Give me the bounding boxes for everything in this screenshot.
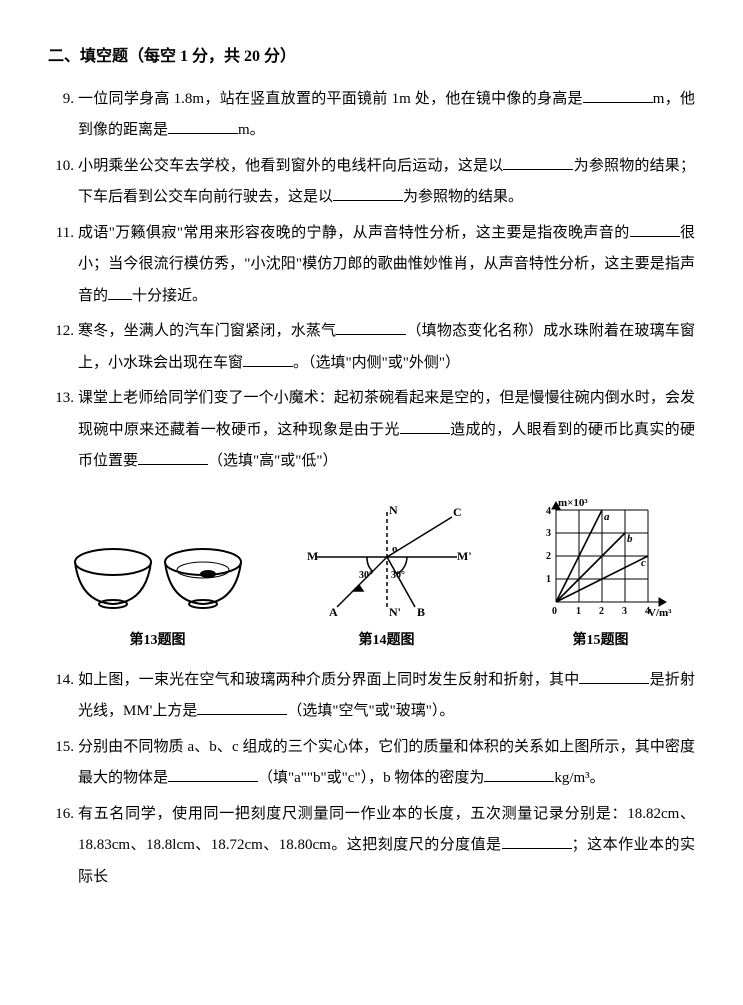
qnum: 12. xyxy=(48,316,78,379)
text: 小明乘坐公交车去学校，他看到窗外的电线杆向后运动，这是以 xyxy=(78,158,503,174)
fig-caption: 第14题图 xyxy=(297,626,477,655)
label-A: A xyxy=(329,605,338,619)
label-o: o xyxy=(392,543,398,555)
question-14: 14. 如上图，一束光在空气和玻璃两种介质分界面上同时发生反射和折射，其中是折射… xyxy=(48,665,695,728)
blank xyxy=(502,833,572,849)
qbody: 寒冬，坐满人的汽车门窗紧闭，水蒸气（填物态变化名称）成水珠附着在玻璃车窗上，小水… xyxy=(78,316,695,379)
text: （选填"空气"或"玻璃"）。 xyxy=(287,703,454,719)
text: 一位同学身高 1.8m，站在竖直放置的平面镜前 1m 处，他在镜中像的身高是 xyxy=(78,91,583,107)
blank xyxy=(138,449,208,465)
question-13: 13. 课堂上老师给同学们变了一个小魔术：起初茶碗看起来是空的，但是慢慢往碗内倒… xyxy=(48,383,695,478)
blank xyxy=(484,766,554,782)
qnum: 14. xyxy=(48,665,78,728)
figure-13: 第13题图 xyxy=(68,522,248,655)
qnum: 11. xyxy=(48,218,78,313)
xt3: 3 xyxy=(622,606,627,617)
label-N: N xyxy=(389,503,398,517)
qbody: 一位同学身高 1.8m，站在竖直放置的平面镜前 1m 处，他在镜中像的身高是m，… xyxy=(78,84,695,147)
ylabel: m×10³ xyxy=(558,497,588,509)
qnum: 13. xyxy=(48,383,78,478)
qnum: 9. xyxy=(48,84,78,147)
bowls-svg xyxy=(68,522,248,622)
label-Np: N' xyxy=(389,605,401,619)
blank xyxy=(400,418,450,434)
question-10: 10. 小明乘坐公交车去学校，他看到窗外的电线杆向后运动，这是以为参照物的结果；… xyxy=(48,151,695,214)
text: 成语"万籁俱寂"常用来形容夜晚的宁静，从声音特性分析，这主要是指夜晚声音的 xyxy=(78,225,630,241)
label-30b: 30° xyxy=(391,570,405,581)
yt3: 3 xyxy=(546,528,551,539)
qbody: 有五名同学，使用同一把刻度尺测量同一作业本的长度，五次测量记录分别是：18.82… xyxy=(78,799,695,894)
figure-15: m×10³ V/m³ a b c 0 1 2 3 4 1 2 3 4 第15题图 xyxy=(526,492,676,655)
question-11: 11. 成语"万籁俱寂"常用来形容夜晚的宁静，从声音特性分析，这主要是指夜晚声音… xyxy=(48,218,695,313)
blank xyxy=(579,668,649,684)
xt4: 4 xyxy=(645,606,650,617)
label-C: C xyxy=(453,505,462,519)
line-a: a xyxy=(604,511,610,523)
qnum: 15. xyxy=(48,732,78,795)
blank xyxy=(336,319,406,335)
label-M: M xyxy=(307,549,318,563)
yt4: 4 xyxy=(546,506,551,517)
figure-14: N N' M M' A B C o 30° 30° 第14题图 xyxy=(297,502,477,655)
label-Mp: M' xyxy=(457,549,472,563)
blank xyxy=(197,699,287,715)
xlabel: V/m³ xyxy=(648,607,672,619)
question-9: 9. 一位同学身高 1.8m，站在竖直放置的平面镜前 1m 处，他在镜中像的身高… xyxy=(48,84,695,147)
text: m。 xyxy=(238,122,265,138)
question-15: 15. 分别由不同物质 a、b、c 组成的三个实心体，它们的质量和体积的关系如上… xyxy=(48,732,695,795)
line-c: c xyxy=(641,557,646,569)
qbody: 课堂上老师给同学们变了一个小魔术：起初茶碗看起来是空的，但是慢慢往碗内倒水时，会… xyxy=(78,383,695,478)
xt0: 0 xyxy=(552,606,557,617)
label-B: B xyxy=(417,605,425,619)
blank xyxy=(108,284,132,300)
text: 十分接近。 xyxy=(132,288,207,304)
question-16: 16. 有五名同学，使用同一把刻度尺测量同一作业本的长度，五次测量记录分别是：1… xyxy=(48,799,695,894)
text: （选填"高"或"低"） xyxy=(208,453,338,469)
section-title: 二、填空题（每空 1 分，共 20 分） xyxy=(48,40,695,74)
qbody: 分别由不同物质 a、b、c 组成的三个实心体，它们的质量和体积的关系如上图所示，… xyxy=(78,732,695,795)
text: （填"a""b"或"c"），b 物体的密度为 xyxy=(258,770,484,786)
qnum: 10. xyxy=(48,151,78,214)
line-b: b xyxy=(627,533,633,545)
qbody: 成语"万籁俱寂"常用来形容夜晚的宁静，从声音特性分析，这主要是指夜晚声音的很小；… xyxy=(78,218,695,313)
blank xyxy=(630,221,680,237)
blank xyxy=(503,154,573,170)
yt2: 2 xyxy=(546,551,551,562)
fig-caption: 第13题图 xyxy=(68,626,248,655)
text: 如上图，一束光在空气和玻璃两种介质分界面上同时发生反射和折射，其中 xyxy=(78,672,579,688)
yt1: 1 xyxy=(546,574,551,585)
text: kg/m³。 xyxy=(554,770,604,786)
qbody: 小明乘坐公交车去学校，他看到窗外的电线杆向后运动，这是以为参照物的结果；下车后看… xyxy=(78,151,695,214)
text: 为参照物的结果。 xyxy=(403,189,523,205)
text: 。（选填"内侧"或"外侧"） xyxy=(293,355,460,371)
blank xyxy=(168,118,238,134)
blank xyxy=(168,766,258,782)
xt2: 2 xyxy=(599,606,604,617)
qnum: 16. xyxy=(48,799,78,894)
graph-svg: m×10³ V/m³ a b c 0 1 2 3 4 1 2 3 4 xyxy=(526,492,676,622)
ray-svg: N N' M M' A B C o 30° 30° xyxy=(297,502,477,622)
label-30a: 30° xyxy=(359,570,373,581)
qbody: 如上图，一束光在空气和玻璃两种介质分界面上同时发生反射和折射，其中是折射光线，M… xyxy=(78,665,695,728)
blank xyxy=(333,185,403,201)
text: 寒冬，坐满人的汽车门窗紧闭，水蒸气 xyxy=(78,323,336,339)
blank xyxy=(243,351,293,367)
figure-row: 第13题图 N N' M M' A B C o 30° 30° xyxy=(48,492,695,655)
xt1: 1 xyxy=(576,606,581,617)
fig-caption: 第15题图 xyxy=(526,626,676,655)
blank xyxy=(583,87,653,103)
question-12: 12. 寒冬，坐满人的汽车门窗紧闭，水蒸气（填物态变化名称）成水珠附着在玻璃车窗… xyxy=(48,316,695,379)
